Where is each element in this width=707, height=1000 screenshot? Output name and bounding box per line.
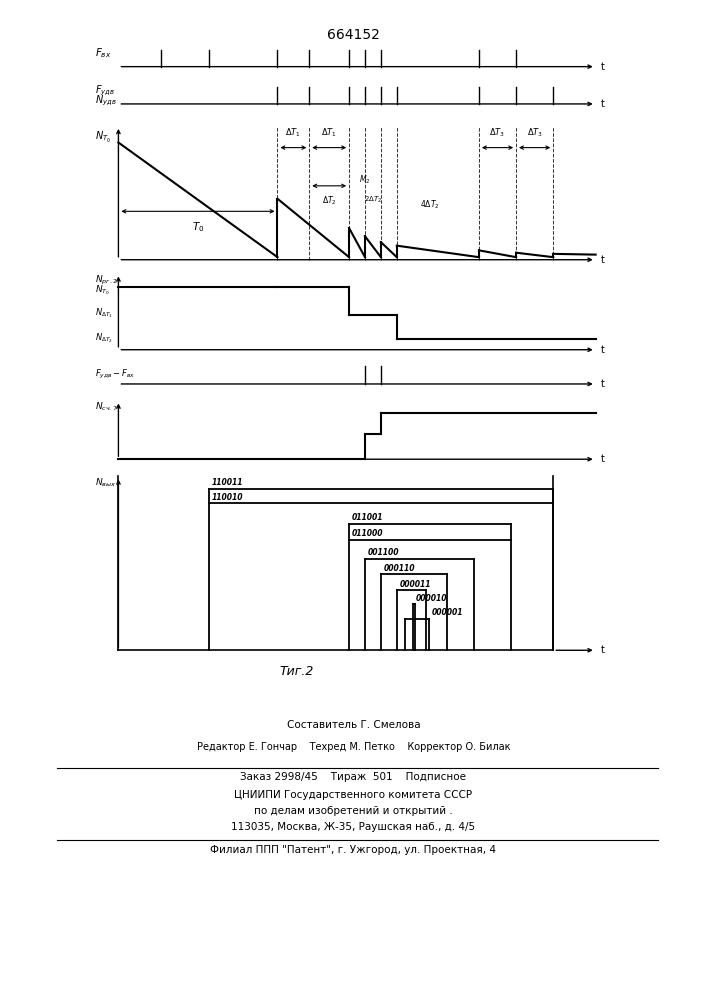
Text: $\Delta T_3$: $\Delta T_3$ <box>527 126 543 139</box>
Text: Τиг.2: Τиг.2 <box>280 665 314 678</box>
Text: 000010: 000010 <box>416 594 447 603</box>
Text: $F_{вх}$: $F_{вх}$ <box>95 46 111 60</box>
Text: $N_{\Delta T_2}$: $N_{\Delta T_2}$ <box>95 331 112 345</box>
Text: $N_{вых}$: $N_{вых}$ <box>95 476 116 489</box>
Text: $N_{сч.7}$: $N_{сч.7}$ <box>95 401 117 413</box>
Text: $F_{удв}-F_{вх}$: $F_{удв}-F_{вх}$ <box>95 367 135 381</box>
Text: $N_{рг.2}$: $N_{рг.2}$ <box>95 274 117 287</box>
Text: t: t <box>601 454 604 464</box>
Text: 001100: 001100 <box>368 548 399 557</box>
Text: $N_{удв}$: $N_{удв}$ <box>95 93 116 108</box>
Text: Редактор Е. Гончар    Техред М. Петко    Корректор О. Билак: Редактор Е. Гончар Техред М. Петко Корре… <box>197 742 510 752</box>
Text: Филиал ППП "Патент", г. Ужгород, ул. Проектная, 4: Филиал ППП "Патент", г. Ужгород, ул. Про… <box>211 845 496 855</box>
Text: $\Delta T_3$: $\Delta T_3$ <box>489 126 506 139</box>
Text: t: t <box>601 255 604 265</box>
Text: $\Delta T_1$: $\Delta T_1$ <box>286 126 301 139</box>
Text: 000110: 000110 <box>384 564 415 573</box>
Text: 110010: 110010 <box>211 493 243 502</box>
Text: $N_{T_0}$: $N_{T_0}$ <box>95 284 110 297</box>
Text: 011001: 011001 <box>351 513 383 522</box>
Text: 110011: 110011 <box>211 478 243 487</box>
Text: 664152: 664152 <box>327 28 380 42</box>
Text: Составитель Г. Смелова: Составитель Г. Смелова <box>286 720 421 730</box>
Text: 000001: 000001 <box>431 608 463 617</box>
Text: t: t <box>601 645 604 655</box>
Text: 113035, Москва, Ж-35, Раушская наб., д. 4/5: 113035, Москва, Ж-35, Раушская наб., д. … <box>231 822 476 832</box>
Text: t: t <box>601 345 604 355</box>
Text: Заказ 2998/45    Тираж  501    Подписное: Заказ 2998/45 Тираж 501 Подписное <box>240 772 467 782</box>
Text: ЦНИИПИ Государственного комитета СССР: ЦНИИПИ Государственного комитета СССР <box>235 790 472 800</box>
Text: $\Delta T_1$: $\Delta T_1$ <box>321 126 337 139</box>
Text: 011000: 011000 <box>351 529 383 538</box>
Text: $N_{\Delta T_1}$: $N_{\Delta T_1}$ <box>95 306 112 320</box>
Text: t: t <box>601 379 604 389</box>
Text: $N_{T_0}$: $N_{T_0}$ <box>95 130 111 145</box>
Text: t: t <box>601 99 604 109</box>
Text: $T_0$: $T_0$ <box>192 220 204 234</box>
Text: по делам изобретений и открытий .: по делам изобретений и открытий . <box>254 806 453 816</box>
Text: t: t <box>601 62 604 72</box>
Text: 000011: 000011 <box>399 580 431 589</box>
Text: $F_{удв}$: $F_{удв}$ <box>95 83 115 98</box>
Text: $\Delta T_2$: $\Delta T_2$ <box>322 195 337 207</box>
Text: $2\Delta T_2$: $2\Delta T_2$ <box>364 195 382 205</box>
Text: $4\Delta T_2$: $4\Delta T_2$ <box>420 199 440 211</box>
Text: $M_2$: $M_2$ <box>359 173 370 186</box>
